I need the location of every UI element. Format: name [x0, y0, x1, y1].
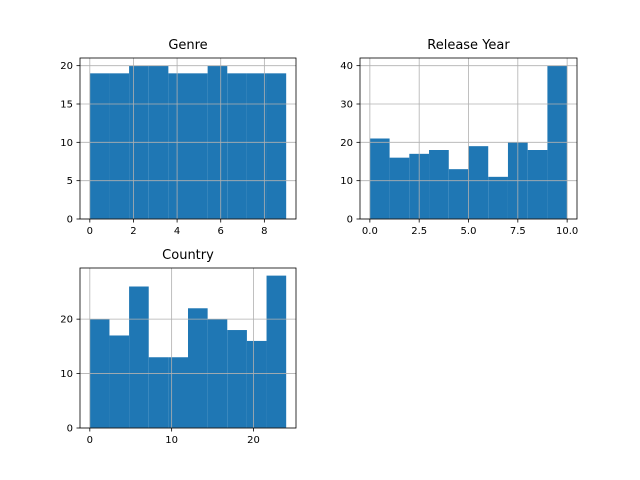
genre-bar-0 — [89, 73, 110, 219]
release-year-x-tick-label-3: 7.5 — [510, 226, 526, 237]
country-bar-5 — [188, 308, 208, 428]
country-y-tick-label-0: 0 — [67, 424, 73, 435]
country-bar-2 — [129, 286, 149, 428]
release-year-bar-4 — [448, 169, 469, 219]
genre-bar-4 — [168, 73, 188, 219]
genre-bar-1 — [109, 73, 130, 219]
release-year-bar-0 — [369, 138, 390, 219]
release-year-y-tick-label-0: 0 — [347, 215, 353, 226]
genre-y-tick-label-2: 10 — [60, 138, 73, 149]
country-x-tick-label-1: 10 — [165, 435, 178, 446]
release-year-y-tick-label-4: 40 — [340, 61, 353, 72]
genre-x-tick-label-2: 4 — [174, 226, 180, 237]
release-year-bar-3 — [429, 150, 449, 219]
genre-y-tick-label-3: 15 — [60, 100, 73, 111]
release-year-title: Release Year — [427, 38, 510, 53]
genre-y-tick-label-1: 5 — [67, 176, 73, 187]
country-bar-3 — [148, 357, 169, 428]
country-histogram-panel: 0 10 20 0 10 20 Country — [60, 248, 297, 446]
country-x-tick-label-0: 0 — [87, 435, 93, 446]
release-year-x-tick-label-2: 5.0 — [461, 226, 477, 237]
genre-bar-5 — [188, 73, 208, 219]
release-year-bar-8 — [527, 150, 548, 219]
release-year-y-tick-label-1: 10 — [340, 176, 353, 187]
genre-x-tick-label-4: 8 — [261, 226, 267, 237]
country-y-tick-label-1: 10 — [60, 369, 73, 380]
release-year-bar-6 — [488, 176, 508, 219]
country-x-tick-label-2: 20 — [247, 435, 260, 446]
genre-y-tick-label-4: 20 — [60, 61, 73, 72]
country-title: Country — [162, 248, 214, 263]
country-bar-4 — [168, 357, 188, 428]
release-year-y-tick-label-2: 20 — [340, 138, 353, 149]
release-year-bar-1 — [389, 157, 410, 219]
release-year-histogram-panel: 0.0 2.5 5.0 7.5 10.0 0 10 20 30 40 Release Year — [340, 38, 578, 237]
genre-y-tick-label-0: 0 — [67, 215, 73, 226]
country-bar-7 — [227, 330, 247, 428]
genre-bar-9 — [266, 73, 287, 219]
genre-bar-7 — [227, 73, 247, 219]
genre-axes-frame — [79, 57, 297, 220]
genre-title: Genre — [168, 38, 207, 53]
genre-x-tick-label-0: 0 — [87, 226, 93, 237]
country-bar-9 — [266, 275, 287, 428]
genre-histogram-panel: 0 2 4 6 8 0 5 10 15 20 Genre — [60, 38, 297, 237]
release-year-y-tick-label-3: 30 — [340, 100, 353, 111]
country-bar-8 — [246, 340, 267, 428]
release-year-x-tick-label-1: 2.5 — [411, 226, 427, 237]
genre-x-tick-label-3: 6 — [218, 226, 224, 237]
release-year-bar-5 — [468, 146, 489, 219]
genre-x-tick-label-1: 2 — [130, 226, 136, 237]
genre-bar-8 — [246, 73, 267, 219]
country-y-tick-label-2: 20 — [60, 315, 73, 326]
country-bar-1 — [109, 335, 130, 428]
country-axes-frame — [79, 267, 297, 429]
release-year-x-tick-label-4: 10.0 — [556, 226, 578, 237]
release-year-x-tick-label-0: 0.0 — [362, 226, 378, 237]
